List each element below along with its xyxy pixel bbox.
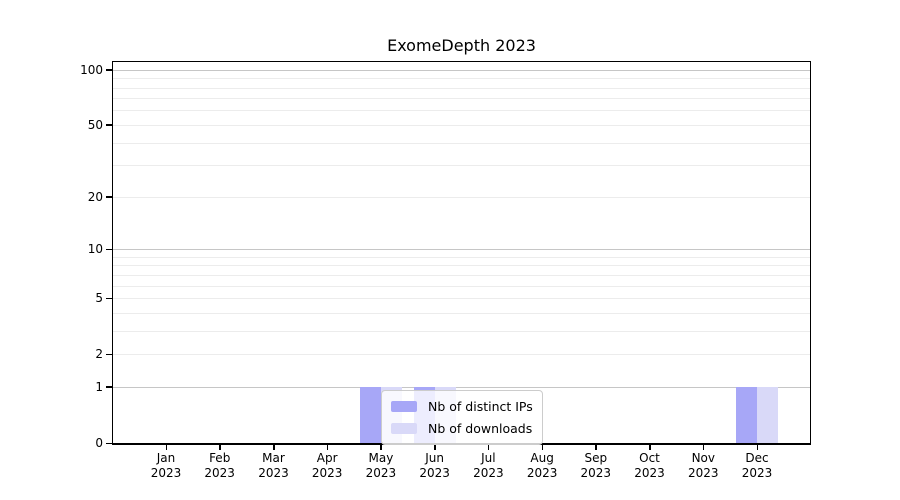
- gridline-minor: [113, 87, 810, 89]
- x-tick-mark: [165, 445, 167, 450]
- y-tick-label: 10: [87, 242, 103, 256]
- bar-distinct-ips-dec: [736, 386, 757, 443]
- gridline-minor: [113, 330, 810, 332]
- x-tick-month: Mar: [262, 451, 285, 465]
- x-tick-label: Jan 2023: [138, 451, 194, 481]
- gridline-minor: [113, 256, 810, 258]
- x-tick-label: Oct 2023: [622, 451, 678, 481]
- x-tick-label: May 2023: [353, 451, 409, 481]
- bar-downloads-dec: [757, 386, 778, 443]
- x-tick-label: Feb 2023: [192, 451, 248, 481]
- x-tick-year: 2023: [580, 466, 612, 480]
- x-tick-month: Oct: [639, 451, 660, 465]
- x-tick-month: Dec: [745, 451, 769, 465]
- x-tick-month: Aug: [530, 451, 554, 465]
- legend: Nb of distinct IPs Nb of downloads: [381, 390, 543, 445]
- y-tick-mark: [106, 297, 112, 299]
- x-tick-year: 2023: [258, 466, 289, 480]
- x-tick-month: Feb: [209, 451, 231, 465]
- gridline-major: [113, 386, 810, 388]
- x-tick-mark: [487, 445, 490, 450]
- x-tick-year: 2023: [473, 466, 504, 480]
- x-tick-label: Dec 2023: [729, 451, 785, 481]
- x-tick-month: Jul: [481, 451, 496, 465]
- x-tick-year: 2023: [365, 466, 397, 480]
- gridline-major: [113, 249, 810, 250]
- y-tick-mark: [106, 248, 112, 250]
- y-tick-mark: [106, 386, 112, 388]
- gridline-minor: [113, 98, 810, 100]
- gridline-minor: [113, 265, 810, 267]
- gridline-minor: [113, 110, 810, 112]
- y-tick-mark: [106, 196, 112, 198]
- x-tick-month: May: [368, 451, 394, 465]
- y-tick-label: 5: [95, 291, 103, 305]
- x-tick-mark: [541, 445, 544, 450]
- gridline-minor: [113, 78, 810, 80]
- x-tick-mark: [326, 445, 329, 450]
- legend-label-distinct-ips: Nb of distinct IPs: [428, 399, 533, 414]
- x-tick-label: Nov 2023: [675, 451, 731, 481]
- x-tick-label: Apr 2023: [299, 451, 355, 481]
- x-tick-mark: [219, 445, 221, 450]
- y-tick-mark: [106, 353, 112, 356]
- y-tick-label: 0: [95, 436, 103, 450]
- x-tick-year: 2023: [419, 466, 450, 480]
- plot-area: Nb of distinct IPs Nb of downloads: [112, 61, 811, 445]
- y-tick-label: 1: [95, 379, 103, 394]
- gridline-minor: [113, 196, 810, 198]
- x-tick-mark: [595, 445, 597, 450]
- y-tick-mark: [106, 124, 112, 126]
- y-tick-mark: [106, 442, 112, 444]
- gridline-minor: [113, 165, 810, 167]
- gridline-minor: [113, 274, 810, 276]
- gridline-minor: [113, 298, 810, 299]
- x-tick-mark: [649, 445, 651, 450]
- y-tick-label: 2: [95, 347, 103, 362]
- x-tick-month: Apr: [316, 451, 338, 465]
- x-tick-month: Jan: [156, 451, 176, 465]
- legend-item-distinct-ips: Nb of distinct IPs: [391, 397, 533, 416]
- x-tick-month: Jun: [425, 451, 444, 465]
- x-tick-mark: [273, 445, 275, 450]
- legend-label-downloads: Nb of downloads: [428, 421, 533, 436]
- x-tick-year: 2023: [204, 466, 235, 480]
- gridline-minor: [113, 124, 810, 126]
- x-tick-year: 2023: [688, 466, 719, 480]
- legend-swatch-downloads: [391, 423, 417, 434]
- chart-title: ExomeDepth 2023: [387, 36, 536, 55]
- x-tick-month: Nov: [691, 451, 715, 465]
- x-tick-year: 2023: [526, 466, 558, 480]
- gridline-minor: [113, 285, 810, 287]
- x-tick-month: Sep: [584, 451, 608, 465]
- x-tick-label: Jun 2023: [407, 451, 463, 481]
- gridline-minor: [113, 354, 810, 356]
- x-tick-label: Sep 2023: [568, 451, 624, 481]
- x-tick-mark: [756, 445, 758, 450]
- bar-distinct-ips-may: [359, 386, 381, 443]
- x-tick-mark: [380, 445, 382, 450]
- x-tick-mark: [434, 445, 436, 450]
- y-tick-label: 20: [87, 189, 103, 204]
- x-tick-year: 2023: [150, 466, 182, 480]
- x-tick-mark: [702, 445, 705, 450]
- x-tick-year: 2023: [311, 466, 343, 480]
- x-tick-label: Aug 2023: [514, 451, 570, 481]
- gridline-major: [113, 69, 810, 71]
- x-tick-label: Jul 2023: [460, 451, 516, 481]
- x-tick-year: 2023: [634, 466, 665, 480]
- gridline-minor: [113, 142, 810, 144]
- y-tick-mark: [106, 69, 112, 71]
- y-tick-label: 100: [80, 62, 103, 77]
- x-tick-label: Mar 2023: [246, 451, 302, 481]
- x-tick-year: 2023: [741, 466, 773, 480]
- y-tick-label: 50: [87, 117, 103, 132]
- gridline-minor: [113, 312, 810, 314]
- legend-item-downloads: Nb of downloads: [391, 419, 533, 438]
- legend-swatch-distinct-ips: [391, 401, 417, 412]
